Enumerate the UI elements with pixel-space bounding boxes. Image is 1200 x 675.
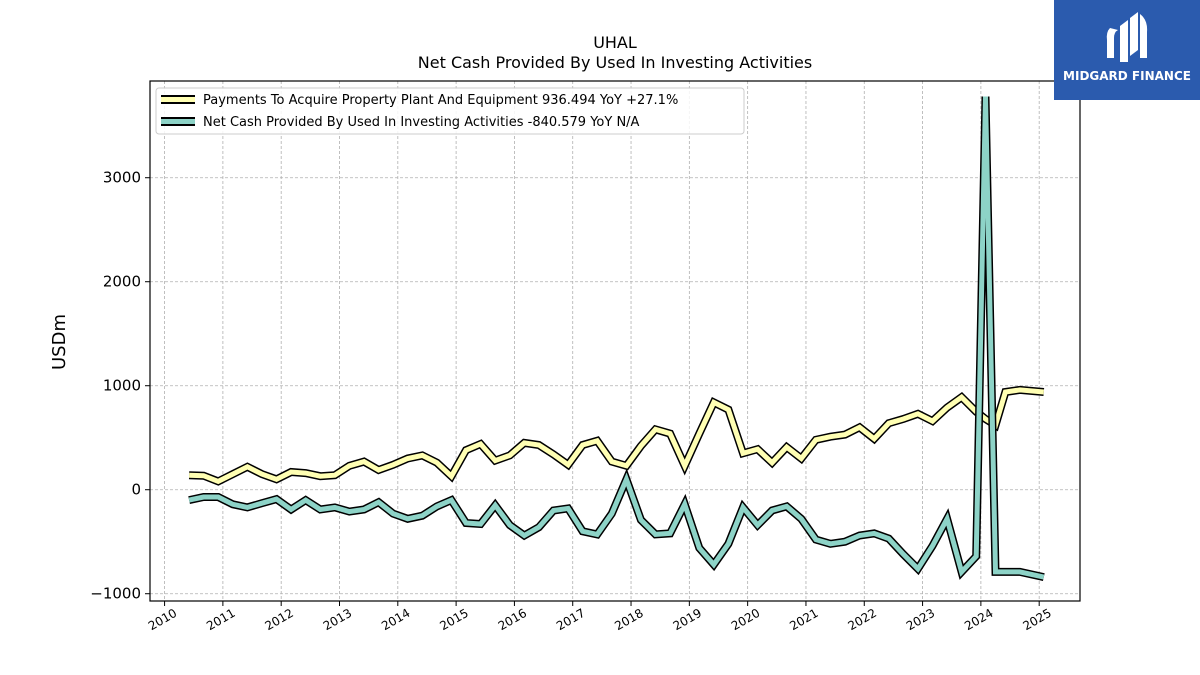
x-tick-label: 2016 xyxy=(496,606,529,633)
y-tick-label: 1000 xyxy=(103,377,141,395)
x-tick-label: 2025 xyxy=(1020,606,1053,633)
chart-subtitle: Net Cash Provided By Used In Investing A… xyxy=(418,53,812,72)
y-tick-label: 0 xyxy=(131,481,141,499)
x-tick-label: 2014 xyxy=(379,606,412,633)
y-tick-label: −1000 xyxy=(90,585,141,603)
x-tick-label: 2012 xyxy=(262,606,295,633)
series-layer xyxy=(188,96,1045,582)
x-tick-label: 2017 xyxy=(554,606,587,633)
x-tick-label: 2023 xyxy=(904,606,937,633)
y-axis-label: USDm xyxy=(49,314,70,370)
x-tick-label: 2021 xyxy=(787,606,820,633)
brand-name: MIDGARD FINANCE xyxy=(1063,69,1191,83)
legend-label-investing: Net Cash Provided By Used In Investing A… xyxy=(203,115,640,130)
grid xyxy=(150,81,1080,601)
series-outline-0 xyxy=(188,385,1045,486)
legend: Payments To Acquire Property Plant And E… xyxy=(155,87,745,135)
legend-label-capex: Payments To Acquire Property Plant And E… xyxy=(203,93,678,108)
x-tick-label: 2015 xyxy=(437,606,470,633)
x-tick-label: 2013 xyxy=(321,606,354,633)
x-tick-label: 2019 xyxy=(671,606,704,633)
legend-box xyxy=(155,87,745,135)
y-tick-label: 2000 xyxy=(103,273,141,291)
plot-frame xyxy=(149,80,1081,602)
x-tick-label: 2020 xyxy=(729,606,762,633)
brand-mark-icon xyxy=(1106,12,1148,62)
series-line-0 xyxy=(189,387,1045,485)
x-tick-label: 2024 xyxy=(962,606,995,633)
x-tick-label: 2018 xyxy=(612,606,645,633)
brand-logo: MIDGARD FINANCE xyxy=(1054,0,1200,100)
y-tick-label: 3000 xyxy=(103,169,141,187)
x-tick-label: 2010 xyxy=(146,606,179,633)
chart-title: UHAL xyxy=(593,33,637,52)
x-tick-label: 2011 xyxy=(204,606,237,633)
x-tick-label: 2022 xyxy=(846,606,879,633)
series-line-1 xyxy=(188,96,1045,580)
